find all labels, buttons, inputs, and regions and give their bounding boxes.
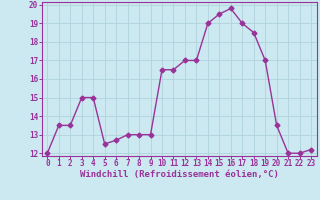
X-axis label: Windchill (Refroidissement éolien,°C): Windchill (Refroidissement éolien,°C) (80, 170, 279, 179)
